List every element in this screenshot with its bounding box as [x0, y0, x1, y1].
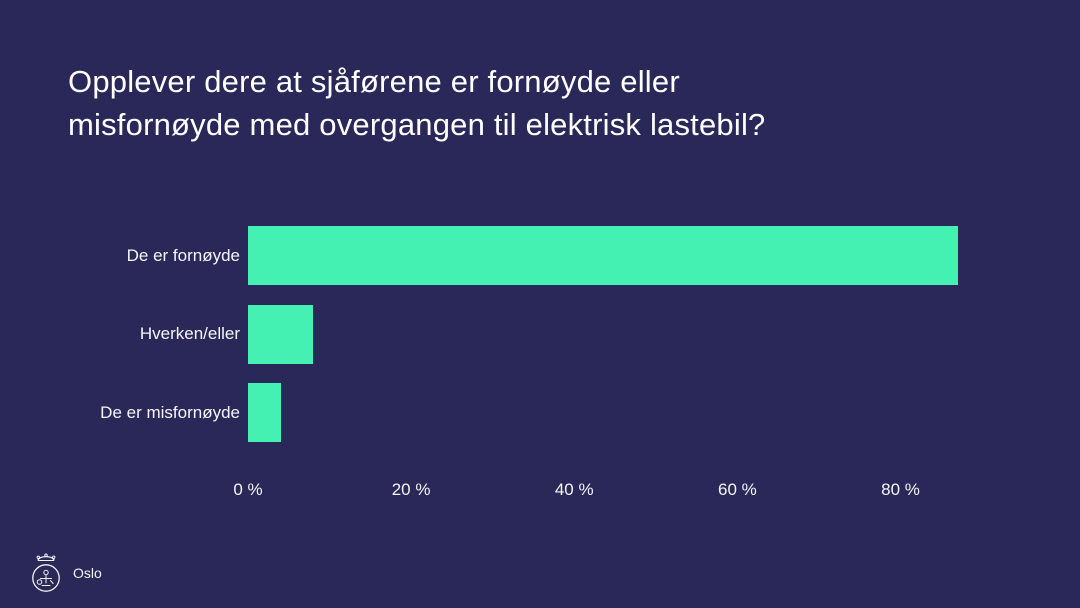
category-label: De er fornøyde [126, 245, 240, 265]
x-axis-tick-label: 0 % [233, 480, 263, 499]
bar [248, 226, 958, 285]
x-axis-tick-label: 80 % [881, 480, 920, 499]
bar-chart: De er fornøyde Hverken/eller De er misfo… [0, 226, 1080, 442]
chart-title: Opplever dere at sjåførene er fornøyde e… [68, 60, 765, 146]
bar-track [248, 383, 1012, 442]
bar-row: De er misfornøyde [0, 383, 1080, 442]
bar-row: Hverken/eller [0, 304, 1080, 364]
x-axis-tick-label: 40 % [554, 480, 594, 499]
bar [248, 304, 314, 364]
chart-title-line-1: Opplever dere at sjåførene er fornøyde e… [68, 64, 680, 99]
oslo-logo-text: Oslo [73, 565, 102, 581]
footer-logo: Oslo [28, 551, 102, 595]
category-label: De er misfornøyde [100, 402, 240, 422]
x-axis-tick-label: 60 % [718, 480, 757, 499]
oslo-crest-icon [32, 553, 60, 592]
bar [248, 383, 281, 442]
bar-track [248, 226, 1012, 285]
chart-title-line-2: misfornøyde med overgangen til elektrisk… [68, 107, 766, 142]
bar-track [248, 304, 1012, 364]
x-axis: 0 % 20 % 40 % 60 % 80 % [233, 480, 1012, 504]
category-label: Hverken/eller [139, 324, 240, 343]
bar-row: De er fornøyde [0, 226, 1080, 285]
x-axis-tick-label: 20 % [391, 480, 431, 499]
